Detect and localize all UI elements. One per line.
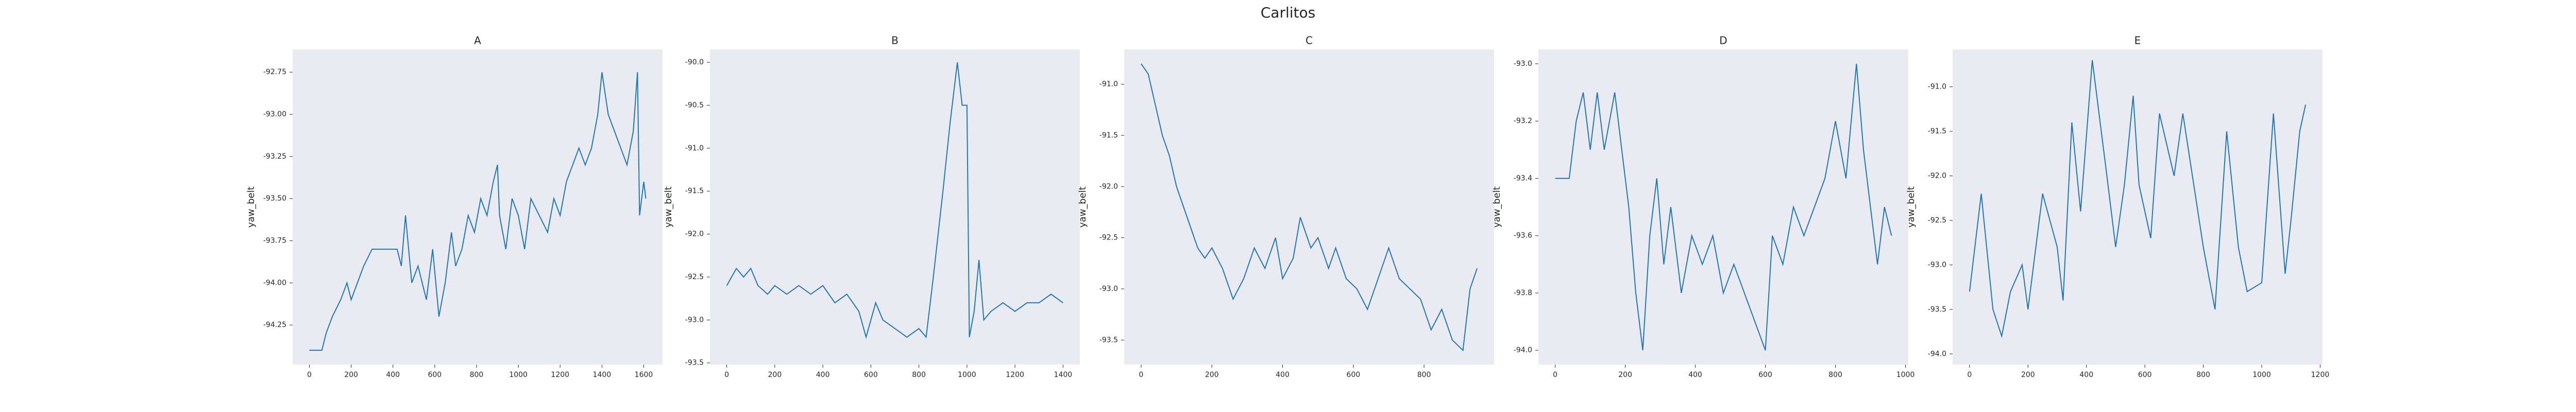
plot-area (710, 49, 1080, 365)
y-tick-label: -93.50 (263, 195, 286, 203)
y-tick-label: -94.25 (263, 321, 286, 329)
y-tick-label: -93.0 (1099, 285, 1118, 293)
x-tick-label: 800 (1417, 371, 1431, 379)
x-tick-label: 200 (768, 371, 782, 379)
y-tick-label: -93.2 (1514, 117, 1532, 125)
y-tick-label: -92.0 (1928, 171, 1946, 180)
plot-area (293, 49, 663, 365)
y-tick-label: -93.0 (1928, 261, 1946, 269)
series-line (1555, 63, 1892, 351)
y-tick-label: -91.0 (1928, 83, 1946, 91)
y-axis-label: yaw_belt (1077, 186, 1088, 228)
y-tick-label: -92.5 (1099, 234, 1118, 242)
x-tick-label: 600 (428, 371, 442, 379)
series-line (309, 72, 647, 351)
x-tick-label: 0 (1967, 371, 1972, 379)
x-tick-label: 200 (2021, 371, 2035, 379)
x-tick-label: 200 (1205, 371, 1219, 379)
y-tick-label: -91.5 (685, 187, 704, 195)
subplot-title: B (891, 35, 899, 47)
x-tick-label: 400 (2079, 371, 2093, 379)
series-line (1141, 63, 1478, 352)
x-tick-label: 400 (386, 371, 400, 379)
y-tick-label: -93.6 (1514, 232, 1532, 240)
x-tick-label: 1400 (1054, 371, 1073, 379)
y-tick-label: -93.5 (1928, 305, 1946, 314)
y-tick-label: -93.8 (1514, 289, 1532, 297)
x-tick-label: 600 (864, 371, 878, 379)
x-tick-label: 600 (2138, 371, 2152, 379)
y-tick-label: -92.5 (1928, 216, 1946, 225)
y-tick-label: -93.0 (685, 316, 704, 324)
y-tick-label: -90.0 (685, 58, 704, 66)
x-tick-label: 600 (1758, 371, 1772, 379)
x-tick-label: 1200 (1006, 371, 1024, 379)
x-tick-label: 0 (1553, 371, 1557, 379)
x-tick-label: 1200 (551, 371, 569, 379)
x-tick-label: 800 (470, 371, 484, 379)
subplot-title: C (1306, 35, 1313, 47)
x-tick-label: 1600 (635, 371, 653, 379)
x-tick-label: 400 (1276, 371, 1290, 379)
y-tick-label: -94.0 (1514, 346, 1532, 354)
x-tick-label: 0 (1139, 371, 1143, 379)
x-tick-label: 1000 (1896, 371, 1915, 379)
y-tick-label: -93.25 (263, 152, 286, 161)
y-axis-label: yaw_belt (246, 186, 257, 228)
x-tick-label: 1200 (2311, 371, 2330, 379)
y-tick-label: -91.5 (1099, 131, 1118, 140)
y-tick-label: -93.5 (685, 359, 704, 367)
subplot-title: E (2134, 35, 2141, 47)
subplot-title: A (474, 35, 481, 47)
y-tick-label: -92.0 (685, 230, 704, 238)
y-tick-label: -93.0 (1514, 60, 1532, 68)
x-tick-label: 200 (1618, 371, 1632, 379)
y-tick-label: -94.0 (1928, 350, 1946, 358)
y-tick-label: -92.75 (263, 68, 286, 76)
y-axis-label: yaw_belt (1906, 186, 1917, 228)
x-tick-label: 400 (1688, 371, 1702, 379)
x-tick-label: 600 (1346, 371, 1360, 379)
series-line (1969, 60, 2307, 338)
y-tick-label: -91.0 (685, 144, 704, 152)
x-tick-label: 200 (344, 371, 358, 379)
y-tick-label: -93.00 (263, 110, 286, 118)
y-tick-label: -93.75 (263, 236, 286, 245)
y-tick-label: -90.5 (685, 101, 704, 109)
x-tick-label: 800 (2196, 371, 2210, 379)
y-tick-label: -92.5 (685, 273, 704, 281)
y-tick-label: -93.5 (1099, 336, 1118, 344)
series-line (726, 62, 1063, 339)
y-tick-label: -91.0 (1099, 80, 1118, 89)
x-tick-label: 800 (1828, 371, 1842, 379)
plot-area (1953, 49, 2323, 365)
plot-area (1124, 49, 1494, 365)
x-tick-label: 400 (816, 371, 830, 379)
x-tick-label: 1000 (2252, 371, 2271, 379)
x-tick-label: 1000 (958, 371, 976, 379)
y-tick-label: -94.00 (263, 279, 286, 287)
x-tick-label: 0 (724, 371, 729, 379)
y-tick-label: -93.4 (1514, 174, 1532, 182)
plot-area (1538, 49, 1908, 365)
y-tick-label: -92.0 (1099, 182, 1118, 191)
subplot-title: D (1719, 35, 1727, 47)
x-tick-label: 1400 (593, 371, 612, 379)
y-axis-label: yaw_belt (1492, 186, 1502, 228)
x-tick-label: 1000 (509, 371, 528, 379)
y-tick-label: -91.5 (1928, 127, 1946, 135)
y-axis-label: yaw_belt (663, 186, 674, 228)
x-tick-label: 0 (307, 371, 312, 379)
figure-title: Carlitos (1261, 4, 1315, 21)
x-tick-label: 800 (912, 371, 926, 379)
